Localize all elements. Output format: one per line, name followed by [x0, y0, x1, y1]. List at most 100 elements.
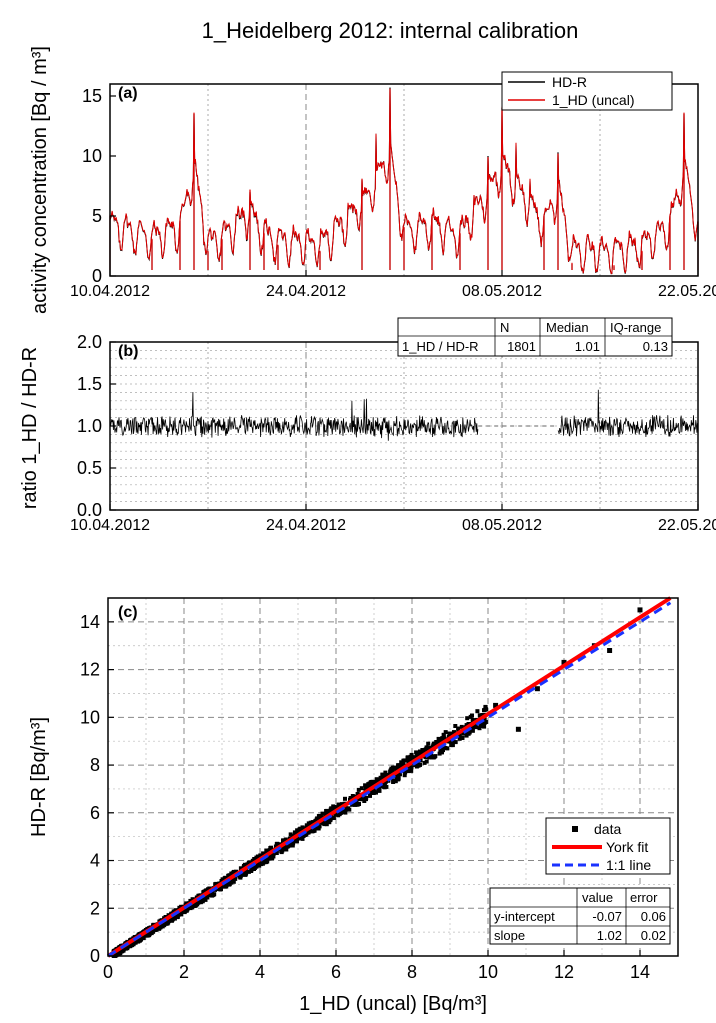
- panel-a-xtick-label: 10.04.2012: [70, 283, 150, 300]
- data-point: [470, 718, 475, 722]
- panel-b-ytick-label: 0.0: [77, 500, 102, 520]
- panel-a-xtick-label: 08.05.2012: [462, 283, 542, 300]
- panel-b-series: [109, 389, 699, 441]
- data-point: [413, 755, 418, 760]
- data-point: [434, 742, 439, 747]
- data-point: [430, 755, 434, 760]
- panel-c-ytick-label: 6: [90, 803, 100, 823]
- data-point: [306, 823, 311, 828]
- panel-a-ytick-label: 0: [92, 266, 102, 286]
- data-point: [448, 739, 453, 744]
- data-point: [311, 829, 316, 833]
- data-point: [158, 924, 163, 929]
- data-point: [396, 776, 401, 781]
- data-point: [154, 926, 159, 931]
- data-point: [243, 872, 248, 877]
- data-point: [460, 736, 465, 740]
- data-point: [257, 863, 262, 868]
- panel-a-xtick-label: 24.04.2012: [266, 283, 346, 300]
- legend-label-1-1-line: 1:1 line: [606, 857, 651, 873]
- data-point: [273, 844, 278, 849]
- panel-c-xtick-label: 10: [478, 962, 498, 982]
- data-point: [382, 781, 387, 786]
- data-point: [359, 786, 364, 791]
- panel-a-xtick-label: 22.05.2012: [658, 283, 716, 300]
- data-point: [451, 739, 456, 744]
- data-point: [193, 903, 198, 908]
- data-point: [295, 835, 300, 840]
- legend-label-1-hd: 1_HD (uncal): [552, 92, 634, 108]
- data-point: [355, 802, 360, 807]
- panel-b-xtick-label: 24.04.2012: [266, 517, 346, 534]
- panel-b-ytick-label: 2.0: [77, 332, 102, 352]
- data-point: [339, 802, 344, 807]
- data-point: [384, 784, 389, 789]
- panel-a-timeseries: 0 5 10 15 10.04.2012 24.04.2012 08.05.2012 22.…: [29, 46, 716, 314]
- data-point: [457, 736, 462, 741]
- data-point: [219, 884, 224, 889]
- data-point: [137, 938, 142, 943]
- panel-b-ylabel: ratio 1_HD / HD-R: [19, 347, 41, 509]
- data-point: [493, 702, 499, 708]
- data-point: [437, 739, 442, 744]
- data-point: [327, 820, 332, 825]
- data-point: [422, 760, 427, 765]
- panel-a-frame: [109, 83, 699, 277]
- data-point: [304, 832, 309, 837]
- fit-cell-intercept-error: 0.06: [641, 909, 666, 924]
- data-point: [380, 772, 385, 777]
- panel-c-x-ticks: 0 2 4 6 8 10 12 14: [103, 950, 650, 982]
- panel-a-tag: (a): [118, 85, 138, 102]
- panel-b-xtick-label: 08.05.2012: [462, 517, 542, 534]
- panel-a-series: [109, 87, 699, 275]
- data-point: [473, 722, 478, 727]
- panel-c-frame: [107, 597, 679, 957]
- data-point: [409, 768, 414, 773]
- data-point: [354, 800, 359, 804]
- panel-b-ytick-label: 0.5: [77, 458, 102, 478]
- data-point: [438, 737, 443, 742]
- data-point: [352, 802, 357, 807]
- data-point: [378, 775, 383, 780]
- data-point: [289, 840, 294, 845]
- data-point: [376, 778, 380, 783]
- data-point: [218, 887, 223, 892]
- data-point: [468, 714, 473, 719]
- data-point: [475, 709, 480, 714]
- data-point: [170, 917, 175, 922]
- panel-b-tag: (b): [118, 343, 138, 360]
- data-point: [405, 756, 410, 761]
- data-point: [295, 828, 300, 833]
- data-point: [252, 866, 256, 870]
- data-point: [406, 769, 411, 774]
- data-point: [156, 926, 161, 931]
- data-point: [515, 726, 521, 732]
- data-point: [402, 758, 407, 763]
- data-point: [356, 787, 361, 792]
- data-point: [249, 867, 254, 872]
- data-point: [372, 780, 377, 784]
- data-point: [443, 730, 448, 735]
- data-point: [160, 922, 165, 927]
- panel-b-ytick-label: 1.5: [77, 374, 102, 394]
- data-point: [391, 780, 396, 784]
- panel-a-series-line: [109, 88, 699, 275]
- data-point: [470, 726, 474, 731]
- panel-c-ytick-label: 14: [80, 612, 100, 632]
- data-point: [439, 750, 444, 755]
- data-point: [450, 743, 455, 748]
- stats-cell-n: 1801: [507, 339, 536, 354]
- data-point: [366, 782, 371, 787]
- data-point: [285, 844, 290, 849]
- data-point: [452, 730, 456, 735]
- data-point: [418, 749, 422, 754]
- data-point: [364, 795, 369, 800]
- data-point: [238, 873, 243, 878]
- stats-row-label: 1_HD / HD-R: [402, 339, 479, 354]
- data-point: [141, 936, 146, 941]
- data-point: [414, 750, 419, 755]
- panel-c-xtick-label: 4: [255, 962, 265, 982]
- fit-cell-intercept-value: -0.07: [592, 909, 622, 924]
- panel-c-tag: (c): [118, 604, 138, 621]
